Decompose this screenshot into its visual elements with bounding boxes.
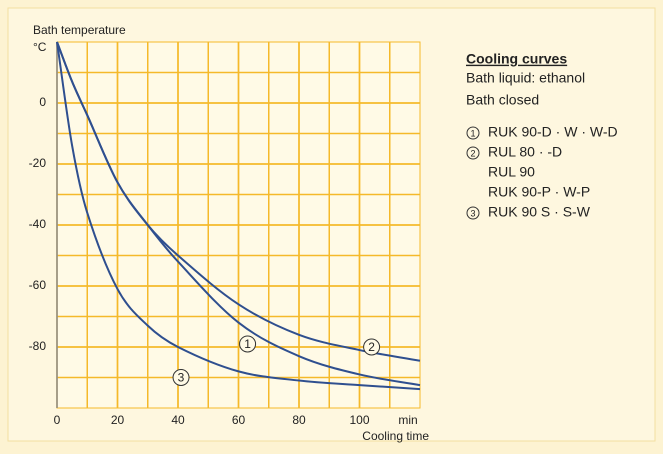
curve [56, 41, 421, 391]
x-tick-label: 80 [292, 413, 306, 427]
curve-label-circle [239, 335, 257, 353]
y-tick-label: -80 [29, 339, 47, 353]
x-axis-label: Cooling time [362, 429, 429, 443]
legend-marker-label: 3 [470, 208, 475, 218]
legend-note: Bath liquid: ethanol [466, 70, 585, 86]
y-tick-label: 0 [39, 95, 46, 109]
curve-label: 1 [244, 337, 251, 351]
legend-title: Cooling curves [466, 51, 567, 67]
x-unit: min [398, 413, 417, 427]
legend-note: Bath closed [466, 92, 539, 108]
legend-entry: RUL 90 [488, 164, 535, 180]
legend-marker-label: 2 [470, 148, 475, 158]
x-tick-label: 20 [111, 413, 125, 427]
curve-label: 3 [178, 371, 185, 385]
x-tick-label: 100 [349, 413, 369, 427]
x-tick-label: 40 [171, 413, 185, 427]
y-axis-label: Bath temperature [33, 23, 126, 37]
legend-entry: RUK 90-D · W · W-D [488, 124, 618, 140]
curve-label-circle [363, 338, 381, 356]
legend-entry: RUK 90-P · W-P [488, 184, 590, 200]
legend-marker [466, 146, 480, 160]
curve-label: 2 [368, 340, 375, 354]
legend-entry: RUK 90 S · S-W [488, 204, 591, 220]
y-tick-label: -40 [29, 217, 47, 231]
y-tick-label: -20 [29, 156, 47, 170]
x-tick-label: 0 [54, 413, 61, 427]
y-tick-label: -60 [29, 278, 47, 292]
y-unit: °C [33, 40, 47, 54]
curve-label-circle [172, 369, 190, 386]
legend-marker [466, 126, 480, 140]
x-tick-label: 60 [232, 413, 246, 427]
legend-marker [466, 206, 480, 220]
curve [56, 41, 421, 362]
legend-marker-label: 1 [470, 128, 475, 138]
legend-entry: RUL 80 · -D [488, 144, 562, 160]
